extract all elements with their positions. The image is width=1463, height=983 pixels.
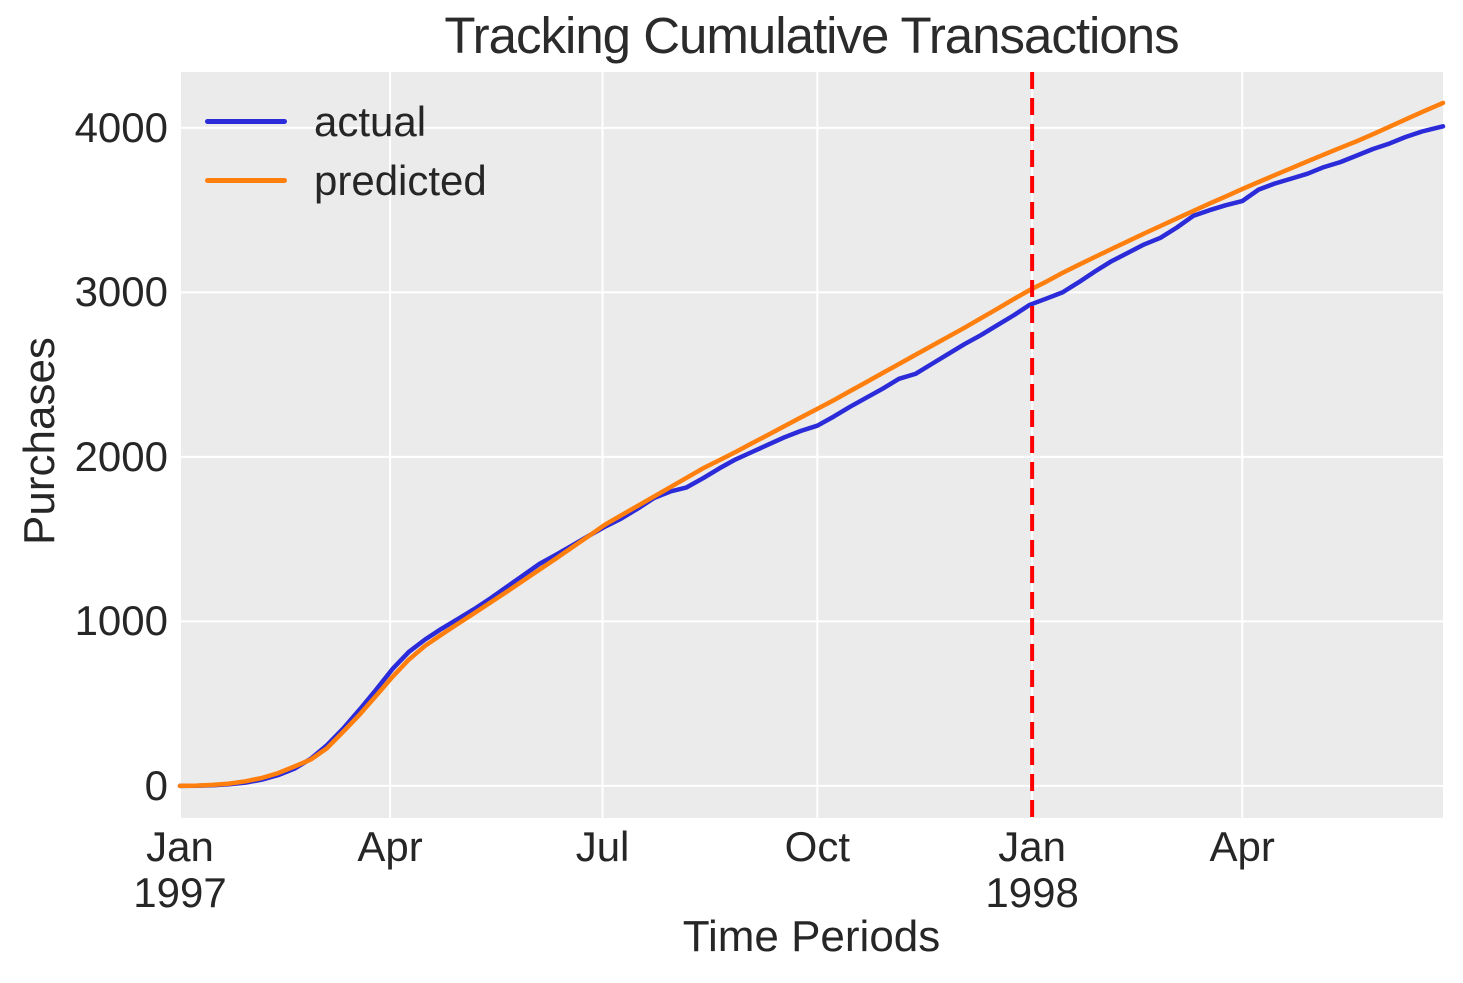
x-tick-label: Jan 1997 (133, 823, 227, 916)
x-tick-label: Jul (575, 823, 630, 870)
legend-line-icon (205, 119, 287, 124)
chart-title: Tracking Cumulative Transactions (444, 7, 1179, 64)
legend-entry-predicted: predicted (205, 151, 487, 210)
legend-label: predicted (314, 156, 487, 204)
legend-label: actual (314, 97, 427, 145)
y-tick-label: 2000 (74, 432, 168, 480)
x-tick-label: Jan 1998 (985, 823, 1079, 916)
x-tick-label: Apr (357, 823, 423, 870)
x-axis-label: Time Periods (682, 912, 941, 961)
y-tick-label: 1000 (74, 597, 168, 645)
series-line-actual (177, 124, 1446, 789)
y-tick-label: 0 (144, 761, 168, 809)
series-line-predicted (177, 100, 1446, 789)
y-tick-label: 4000 (74, 103, 168, 151)
legend-line-icon (205, 178, 287, 183)
x-tick-label: Apr (1209, 823, 1275, 870)
y-tick-label: 3000 (74, 268, 168, 316)
legend: actual predicted (205, 92, 487, 210)
x-tick-label: Oct (784, 823, 850, 870)
legend-entry-actual: actual (205, 92, 487, 151)
